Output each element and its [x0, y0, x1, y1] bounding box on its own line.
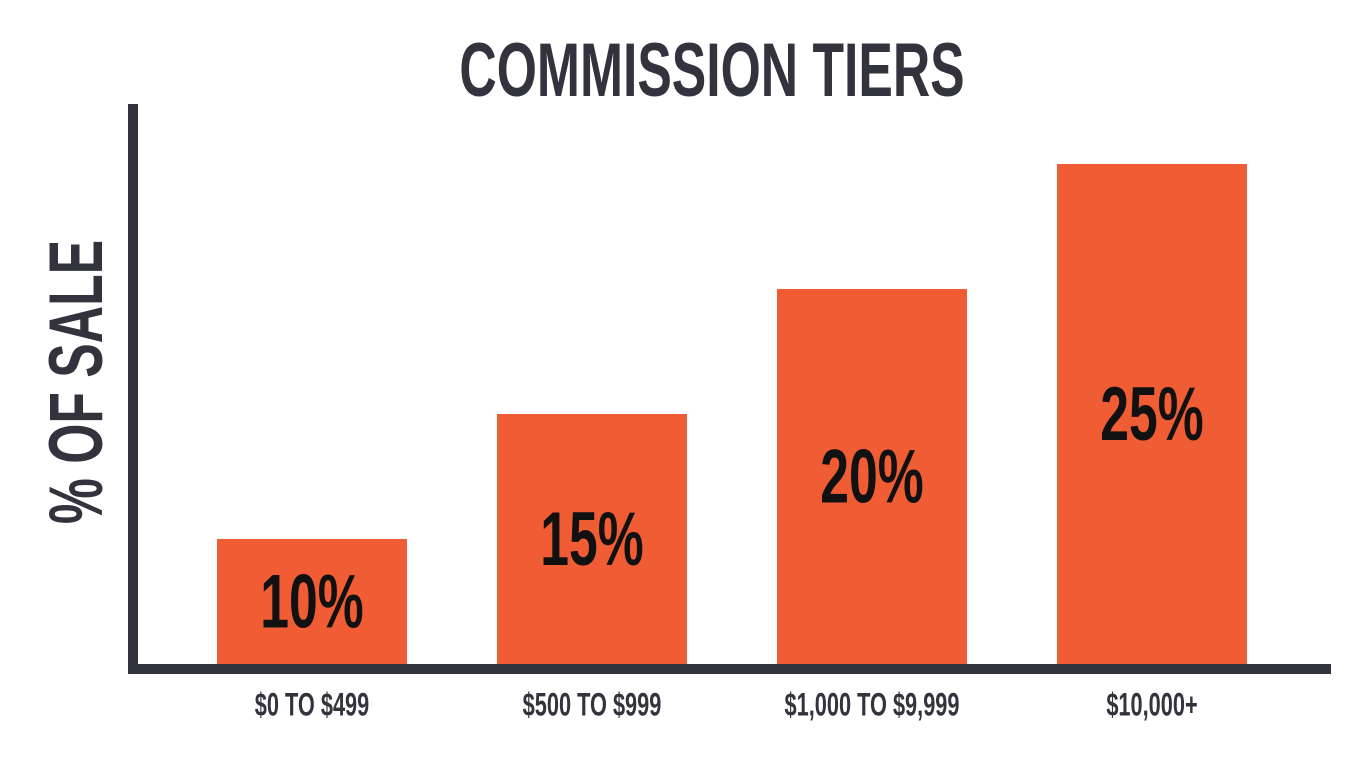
x-tick-group: $0 TO $499	[255, 686, 370, 722]
y-label-group: % OF SALE	[33, 240, 118, 524]
bar	[777, 289, 967, 664]
value-label: 25%	[1100, 371, 1203, 456]
value-label: 10%	[260, 559, 363, 644]
x-tick-group: $1,000 TO $9,999	[784, 686, 959, 722]
x-tick-group: $500 TO $999	[523, 686, 662, 722]
x-axis	[128, 664, 1331, 674]
y-axis-label: % OF SALE	[33, 240, 118, 524]
value-label-group: 20%	[820, 434, 923, 519]
y-axis	[128, 104, 138, 674]
bar	[1057, 164, 1247, 664]
title-group: COMMISSION TIERS	[459, 27, 964, 112]
bar	[497, 414, 687, 664]
value-label-group: 25%	[1100, 371, 1203, 456]
value-label: 20%	[820, 434, 923, 519]
chart-title: COMMISSION TIERS	[459, 27, 964, 112]
x-tick-label: $500 TO $999	[523, 686, 662, 722]
value-label: 15%	[540, 496, 643, 581]
x-tick-label: $0 TO $499	[255, 686, 370, 722]
value-label-group: 15%	[540, 496, 643, 581]
x-tick-label: $1,000 TO $9,999	[784, 686, 959, 722]
x-tick-label: $10,000+	[1106, 686, 1197, 722]
value-label-group: 10%	[260, 559, 363, 644]
bar	[217, 539, 407, 664]
x-tick-group: $10,000+	[1106, 686, 1197, 722]
